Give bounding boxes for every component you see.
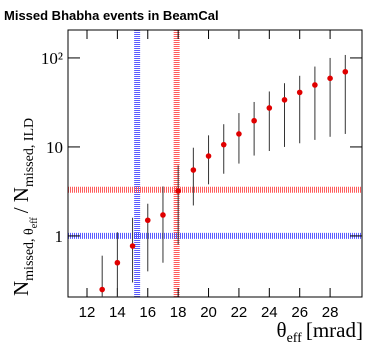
x-tick-label: 24 <box>261 304 278 321</box>
y-label-num-subsub: eff <box>29 217 40 229</box>
x-label-unit: [mrad] <box>306 318 363 342</box>
x-tick-label: 20 <box>200 304 217 321</box>
data-point <box>312 82 318 88</box>
data-point <box>220 141 227 148</box>
x-tick-label: 22 <box>231 304 248 321</box>
y-tick-label: 1 <box>55 227 64 246</box>
data-point <box>251 117 257 124</box>
y-tick-label: 10² <box>41 49 63 68</box>
y-tick-label: 10 <box>46 138 63 157</box>
data-point <box>175 188 181 194</box>
x-tick-label: 12 <box>79 304 96 321</box>
x-tick-label: 26 <box>291 304 308 321</box>
data-point <box>342 68 349 75</box>
data-point <box>296 89 303 96</box>
data-point <box>190 167 197 173</box>
data-point <box>236 131 242 137</box>
x-label-sub: eff <box>287 331 303 346</box>
plot-area: 12 14 16 18 20 22 24 26 28 1 10 10² <box>41 29 363 321</box>
data-point <box>327 75 333 82</box>
data-point <box>144 217 151 224</box>
y-label-num-sub: missed, θ <box>22 228 37 281</box>
x-tick-label: 14 <box>109 304 126 321</box>
data-point <box>281 97 288 103</box>
chart-title: Missed Bhabha events in BeamCal <box>4 8 219 23</box>
x-label-main: θ <box>277 318 287 342</box>
data-point <box>266 105 273 111</box>
x-tick-label: 16 <box>139 304 156 321</box>
x-tick-label: 18 <box>170 304 187 321</box>
data-point <box>114 259 121 266</box>
frame <box>67 29 363 298</box>
data-point <box>129 243 136 249</box>
x-axis-label: θeff [mrad] <box>277 318 364 346</box>
data-point <box>205 153 212 159</box>
y-label-num: N <box>9 281 33 296</box>
x-tick-label: 28 <box>322 304 339 321</box>
data-point <box>160 212 166 218</box>
data-point <box>99 286 105 293</box>
y-axis-label: Nmissed, θeff / Nmissed, ILD <box>9 118 40 296</box>
y-label-slash: / N <box>9 187 33 213</box>
y-label-den-sub: missed, ILD <box>22 118 37 187</box>
